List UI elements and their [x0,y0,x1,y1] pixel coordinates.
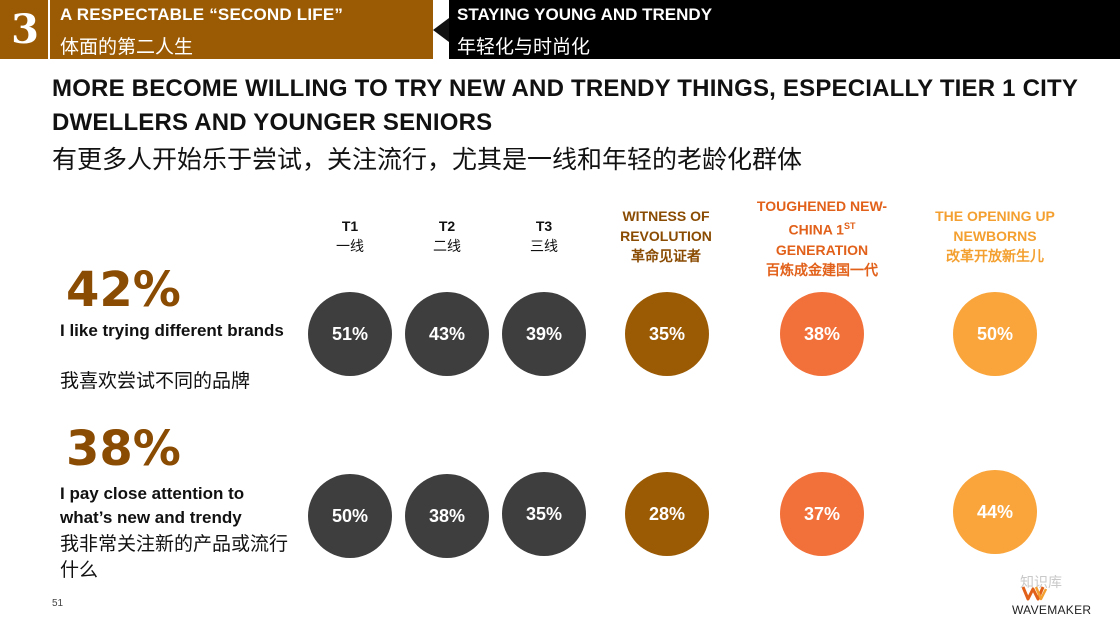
column-header-en: THE OPENING UP NEWBORNS [935,208,1055,244]
value-circle-t3: 39% [502,292,586,376]
value-circle-t2: 38% [405,474,489,558]
column-header-en-line1: TOUGHENED NEW- [756,198,888,214]
value-circle-newborns: 50% [953,292,1037,376]
column-header-t3: T3 三线 [514,216,574,256]
slide-title-cn: 有更多人开始乐于尝试，关注流行，尤其是一线和年轻的老龄化群体 [52,146,803,174]
column-header-en: T2 [438,218,456,234]
value-circle-witness: 35% [625,292,709,376]
subsection-title-cn: 年轻化与时尚化 [457,37,591,58]
column-header-superscript: ST [843,221,856,231]
column-header-en-line3: GENERATION [775,241,869,258]
column-header-t2: T2 二线 [417,216,477,256]
wavemaker-logo-icon [1022,586,1048,601]
column-header-cn: 三线 [530,238,558,254]
column-header-cn: 改革开放新生儿 [946,248,1044,264]
slide-title-en: MORE BECOME WILLING TO TRY NEW AND TREND… [52,75,1078,136]
column-header-en: WITNESS OF REVOLUTION [620,208,712,244]
row-headline-percentage: 38% [66,421,181,477]
subsection-title-en: STAYING YOUNG AND TRENDY [457,5,713,24]
row-statement-cn: 我非常关注新的产品或流行什么 [60,534,289,581]
value-circle-witness: 28% [625,472,709,556]
column-header-en: T3 [535,218,553,234]
header-divider [48,0,50,59]
column-header-cn: 一线 [336,238,364,254]
column-header-cn: 二线 [433,238,461,254]
value-circle-t3: 35% [502,472,586,556]
column-header-toughened-generation: TOUGHENED NEW- CHINA 1ST GENERATION 百炼成金… [746,196,898,280]
row-headline-percentage: 42% [66,262,181,318]
arrow-left-icon [433,18,449,42]
column-header-cn: 百炼成金建国一代 [766,261,878,278]
column-header-witness-of-revolution: WITNESS OF REVOLUTION 革命见证者 [607,206,725,266]
column-header-t1: T1 一线 [320,216,380,256]
column-header-en-line2-text: CHINA 1 [788,221,844,238]
header-left-panel: 3 A RESPECTABLE “SECOND LIFE” 体面的第二人生 [0,0,433,59]
value-circle-t1: 50% [308,474,392,558]
row-statement-en: I pay close attention to what’s new and … [60,484,245,527]
section-title-en: A RESPECTABLE “SECOND LIFE” [60,5,344,24]
row-statement-cn: 我喜欢尝试不同的品牌 [60,371,251,392]
column-header-en-line2: CHINA 1ST [746,216,898,240]
section-number: 3 [11,6,39,53]
watermark: 知识库 [1020,574,1062,590]
section-header: 3 A RESPECTABLE “SECOND LIFE” 体面的第二人生 ST… [0,0,1120,59]
value-circle-toughened: 38% [780,292,864,376]
column-header-opening-up-newborns: THE OPENING UP NEWBORNS 改革开放新生儿 [920,206,1070,266]
value-circle-newborns: 44% [953,470,1037,554]
value-circle-t2: 43% [405,292,489,376]
value-circle-t1: 51% [308,292,392,376]
brand-wordmark: WAVEMAKER [1012,603,1092,617]
row-statement-en: I like trying different brands [60,321,284,340]
section-title-cn: 体面的第二人生 [60,37,194,58]
column-header-cn: 革命见证者 [631,248,701,264]
column-header-en: T1 [341,218,359,234]
page-number: 51 [52,598,64,609]
header-right-panel: STAYING YOUNG AND TRENDY 年轻化与时尚化 [449,0,1120,59]
value-circle-toughened: 37% [780,472,864,556]
